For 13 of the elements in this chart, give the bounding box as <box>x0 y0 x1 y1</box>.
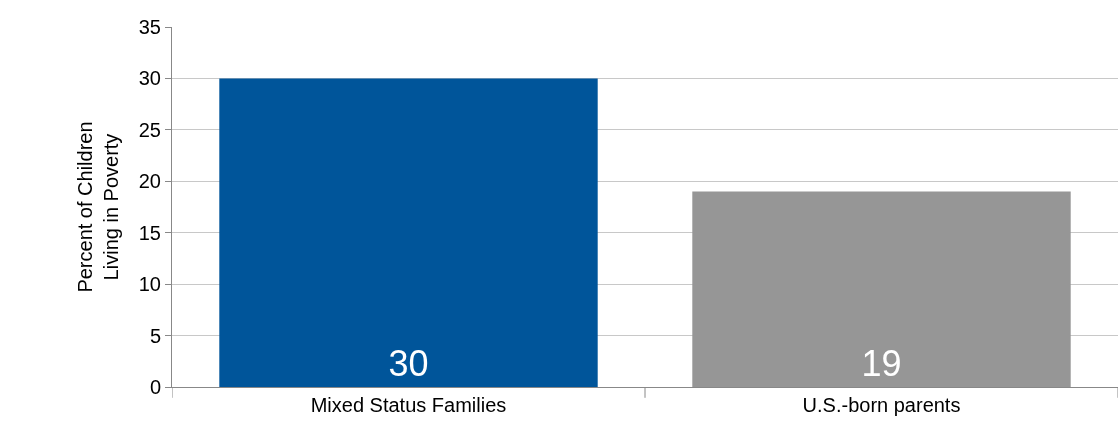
data-label: 19 <box>861 343 902 384</box>
x-tick-label: Mixed Status Families <box>310 394 507 416</box>
x-tick-label: U.S.-born parents <box>802 394 961 416</box>
y-tick-label: 5 <box>149 324 161 347</box>
y-axis-title: Percent of Children Living in Poverty <box>74 121 123 293</box>
y-tick-label: 15 <box>138 221 161 244</box>
y-tick-label: 20 <box>138 170 161 193</box>
y-tick-label: 10 <box>138 273 161 296</box>
y-tick-label: 0 <box>149 376 161 398</box>
y-tick-label: 30 <box>138 67 161 90</box>
y-tick-label: 35 <box>138 16 161 38</box>
y-tick-label: 25 <box>138 118 161 141</box>
data-label: 30 <box>388 343 429 384</box>
